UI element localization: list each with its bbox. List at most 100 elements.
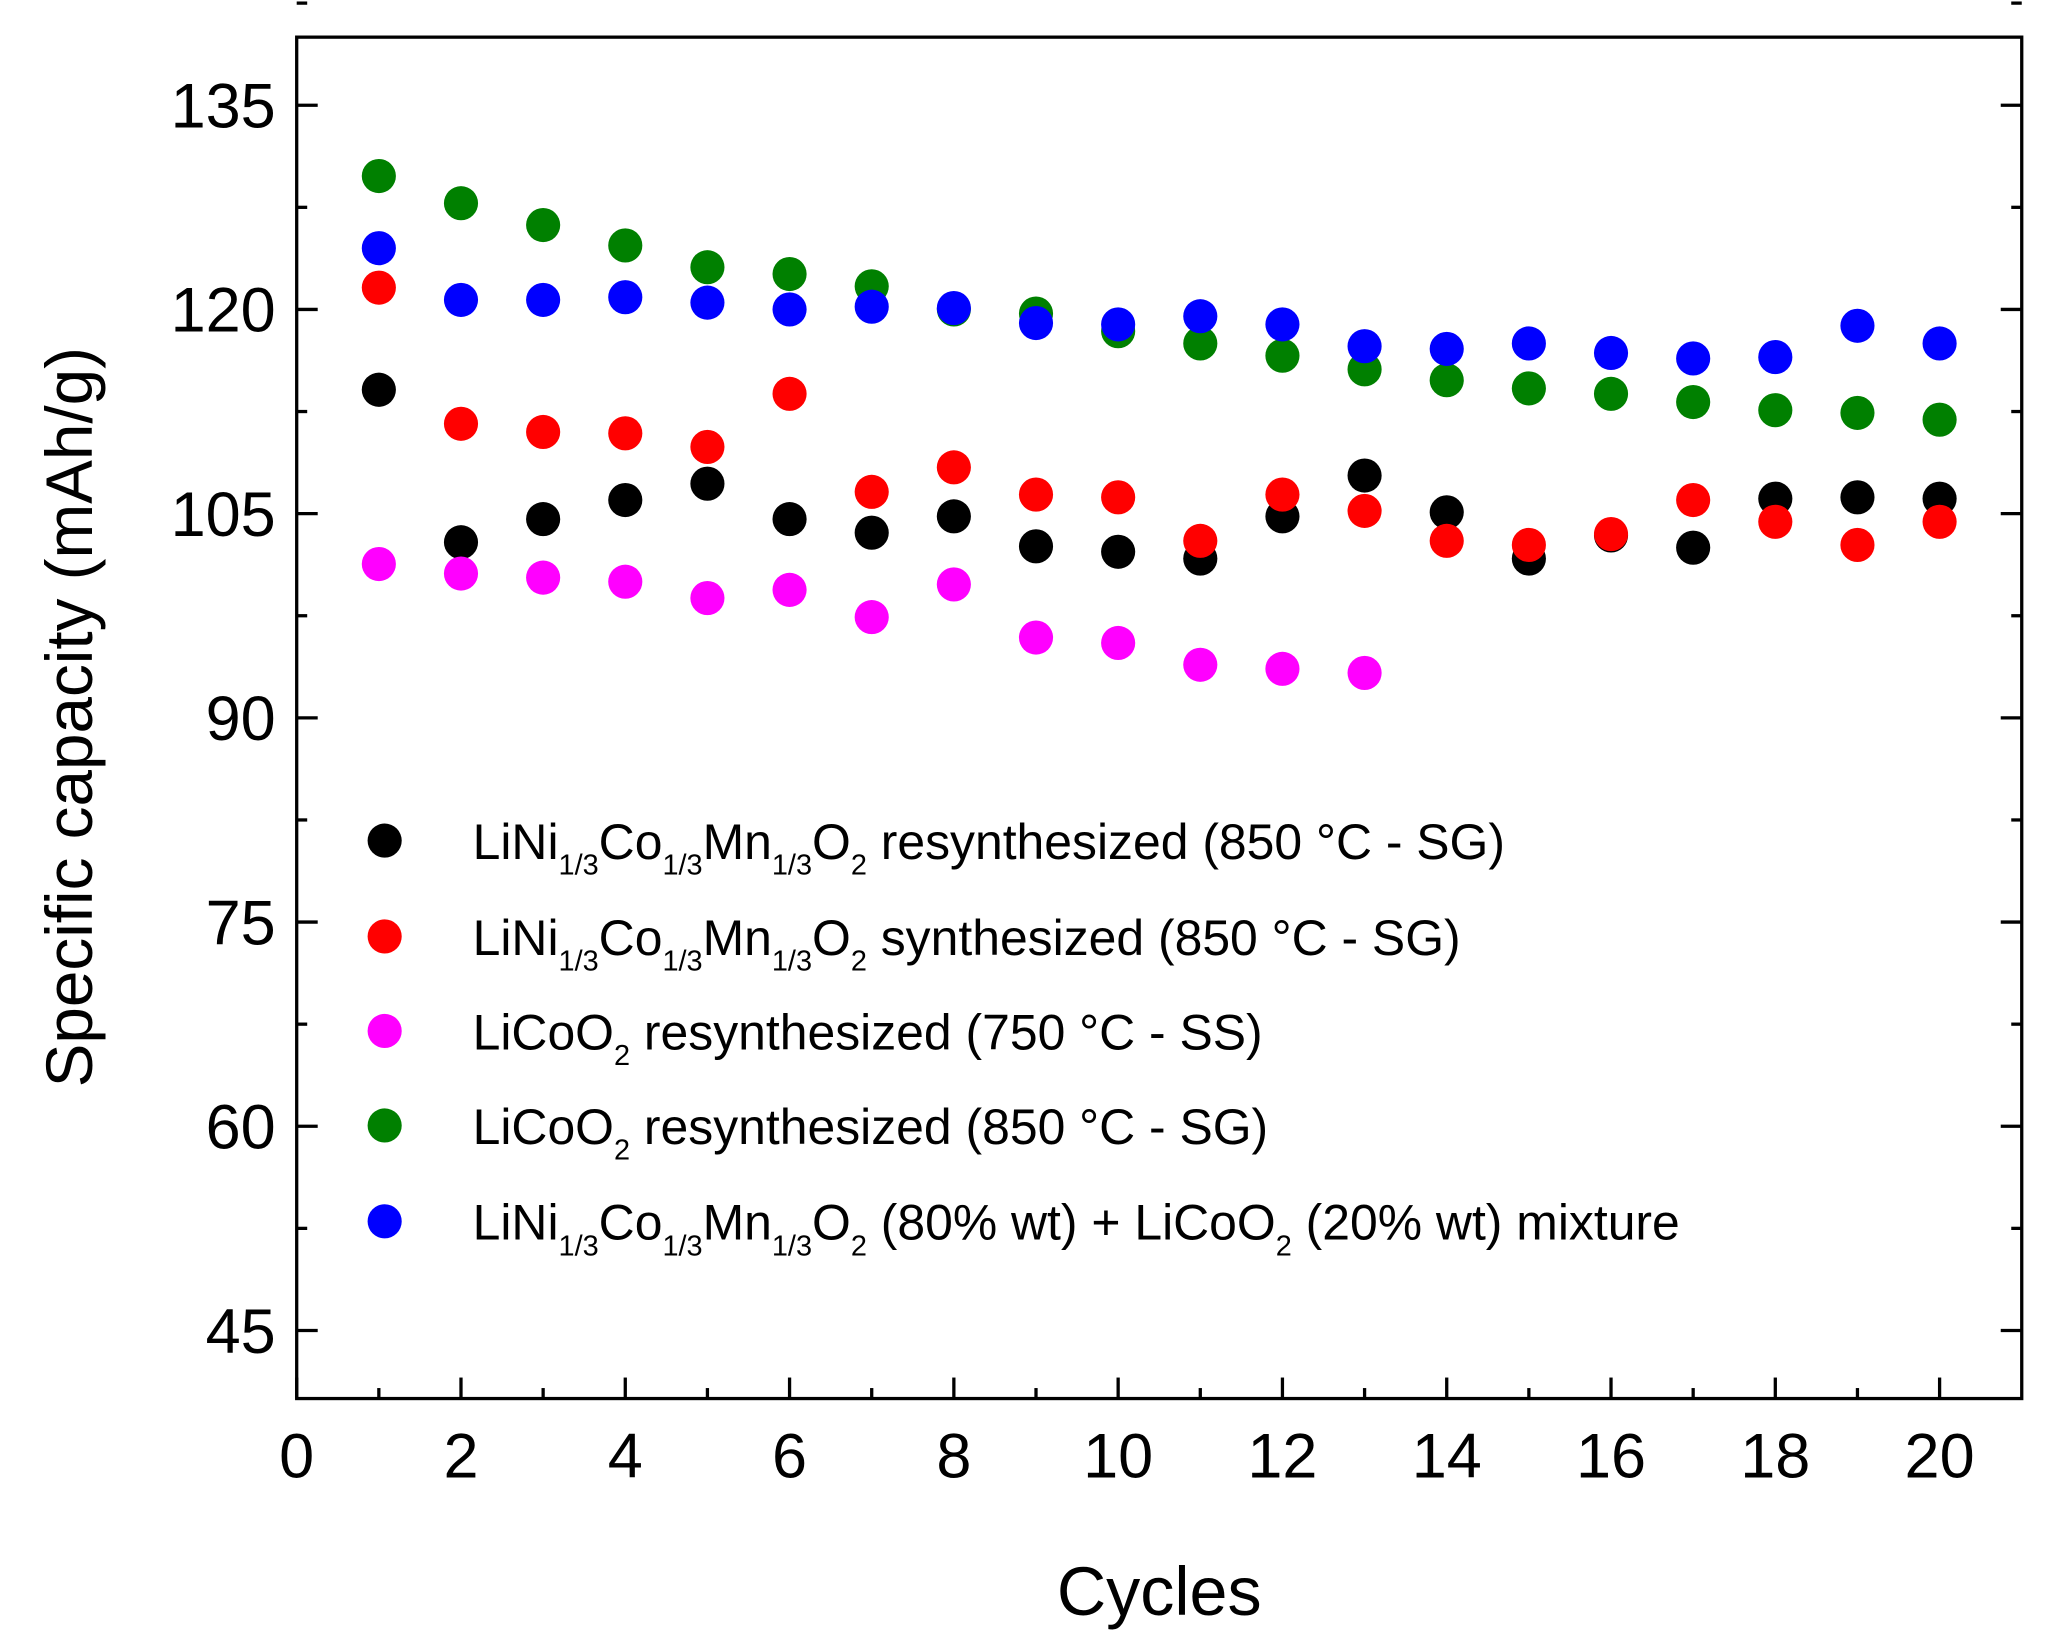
data-point — [1347, 655, 1382, 690]
y-tick-label: 60 — [206, 1093, 276, 1163]
data-point — [772, 292, 807, 327]
data-point — [772, 572, 807, 607]
data-point — [443, 406, 479, 441]
data-point — [1265, 651, 1300, 686]
x-tick-label: 8 — [936, 1421, 971, 1491]
data-point — [361, 231, 396, 266]
data-point — [526, 282, 561, 317]
legend-label-part: 1/3 — [662, 1230, 702, 1262]
legend-label: LiNi1/3Co1/3Mn1/3O2 resynthesized (850 °… — [473, 814, 1505, 882]
axis-ticks: 0 2 4 6 8 10 12 14 16 18 20 45 60 75 90 105 120 135 — [171, 1, 2022, 1491]
data-point — [443, 282, 479, 317]
data-points — [361, 158, 1957, 690]
series-1 — [361, 270, 1957, 563]
data-point — [772, 376, 807, 411]
legend-label-part: resynthesized (850 °C - SG) — [630, 1099, 1268, 1155]
y-tick-label: 135 — [171, 72, 276, 142]
legend-label-part: Mn — [703, 814, 772, 870]
x-tick-label: 2 — [443, 1421, 478, 1491]
legend-label-part: 1/3 — [559, 850, 599, 882]
data-point — [690, 285, 725, 320]
data-point — [526, 207, 561, 243]
legend-marker — [367, 919, 402, 954]
data-point — [361, 372, 396, 407]
legend-label-part: resynthesized (850 °C - SG) — [867, 814, 1505, 870]
series-3 — [361, 158, 1957, 437]
y-tick-label: 45 — [206, 1297, 276, 1367]
legend-label-part: LiNi — [473, 1195, 559, 1251]
data-point — [1347, 458, 1382, 493]
data-point — [936, 450, 971, 485]
legend-label-part: Mn — [703, 1195, 772, 1251]
data-point — [1101, 625, 1136, 661]
legend-label-part: O — [812, 910, 851, 966]
series-2 — [361, 546, 1382, 690]
legend-label-part: 1/3 — [662, 850, 702, 882]
data-point — [1840, 480, 1875, 515]
data-point — [526, 560, 561, 595]
y-tick-label: 90 — [206, 684, 276, 754]
legend-label-part: 1/3 — [772, 946, 812, 978]
legend-label-part: 2 — [851, 946, 867, 978]
data-point — [1840, 527, 1875, 563]
data-point — [361, 270, 396, 305]
data-point — [690, 580, 725, 616]
data-point — [1018, 305, 1054, 341]
data-point — [608, 228, 643, 263]
legend-label: LiNi1/3Co1/3Mn1/3O2 (80% wt) + LiCoO2 (2… — [473, 1195, 1680, 1263]
y-tick-label: 105 — [171, 480, 276, 550]
data-point — [608, 416, 643, 451]
legend-marker — [367, 1013, 402, 1049]
x-tick-label: 16 — [1576, 1421, 1646, 1491]
data-point — [1183, 326, 1218, 361]
data-point — [526, 414, 561, 450]
data-point — [854, 474, 889, 509]
x-tick-label: 4 — [608, 1421, 643, 1491]
legend-label-part: (20% wt) mixture — [1292, 1195, 1680, 1251]
data-point — [1018, 620, 1054, 655]
legend-label: LiNi1/3Co1/3Mn1/3O2 synthesized (850 °C … — [473, 910, 1461, 978]
data-point — [1593, 516, 1629, 552]
data-point — [1922, 402, 1957, 437]
data-point — [1840, 308, 1875, 343]
data-point — [443, 186, 479, 221]
data-point — [1429, 363, 1464, 398]
legend-label-part: synthesized (850 °C - SG) — [867, 910, 1461, 966]
y-tick-label: 75 — [206, 888, 276, 958]
legend-label-part: 2 — [1276, 1230, 1292, 1262]
legend-marker — [367, 823, 402, 858]
data-point — [1840, 395, 1875, 430]
data-point — [1347, 493, 1382, 528]
data-point — [1511, 371, 1546, 406]
data-point — [772, 502, 807, 537]
legend-marker — [367, 1204, 402, 1239]
data-point — [690, 466, 725, 501]
data-point — [1676, 530, 1711, 565]
data-point — [772, 256, 807, 292]
data-point — [1922, 504, 1957, 539]
data-point — [443, 525, 479, 560]
x-tick-label: 20 — [1905, 1421, 1975, 1491]
data-point — [936, 291, 971, 326]
legend-label-part: 2 — [851, 850, 867, 882]
data-point — [608, 564, 643, 599]
legend-marker — [367, 1108, 402, 1143]
data-point — [361, 546, 396, 582]
data-point — [361, 158, 396, 194]
x-axis-label: Cycles — [1057, 1554, 1262, 1630]
legend-label-part: Co — [599, 1195, 663, 1251]
data-point — [1265, 338, 1300, 373]
data-point — [1429, 331, 1464, 366]
legend-label-part: LiCoO — [473, 1099, 614, 1155]
legend-label-part: 1/3 — [772, 1230, 812, 1262]
data-point — [1183, 647, 1218, 682]
legend-label-part: resynthesized (750 °C - SS) — [630, 1004, 1263, 1060]
data-point — [1758, 340, 1793, 375]
data-point — [936, 567, 971, 602]
legend: LiNi1/3Co1/3Mn1/3O2 resynthesized (850 °… — [367, 814, 1680, 1263]
data-point — [1101, 307, 1136, 342]
legend-label-part: 1/3 — [559, 946, 599, 978]
data-point — [1265, 307, 1300, 342]
data-point — [690, 250, 725, 285]
legend-label-part: LiCoO — [473, 1004, 614, 1060]
